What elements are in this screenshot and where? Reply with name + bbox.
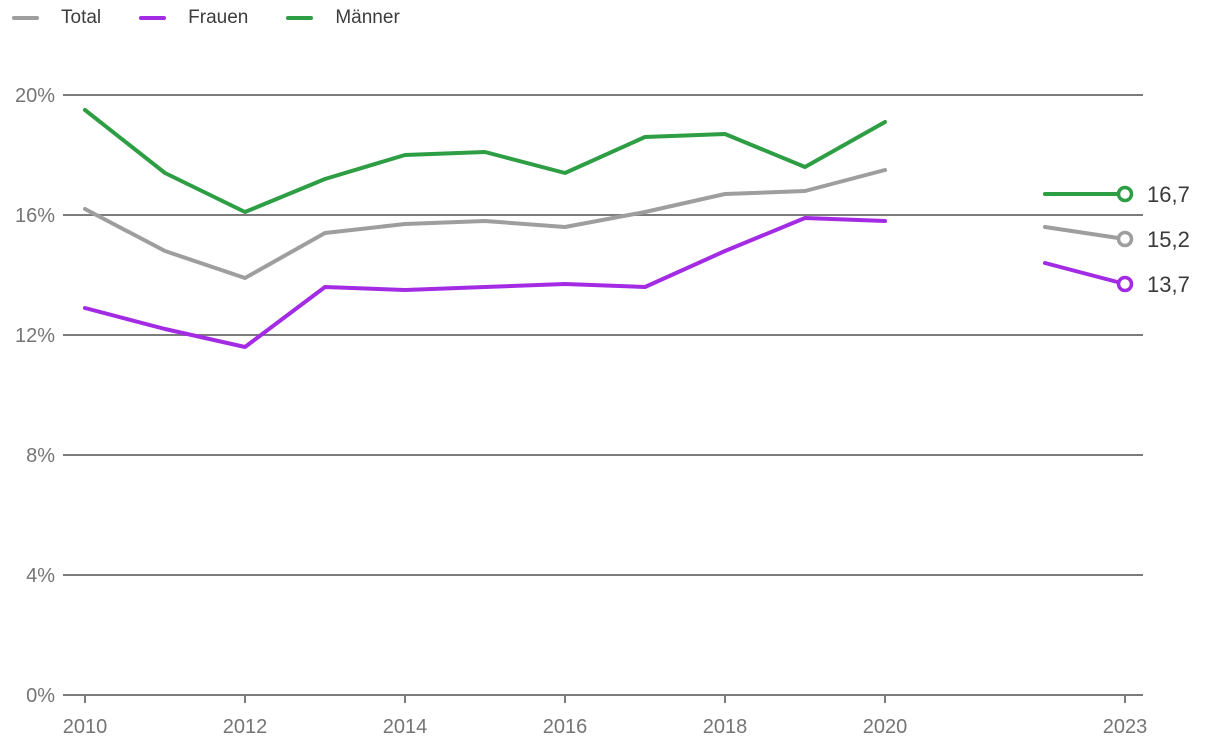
x-axis-tick-label: 2012	[223, 716, 268, 738]
legend-item-maenner[interactable]: Männer	[286, 6, 400, 30]
legend-swatch-frauen-icon	[139, 15, 167, 21]
series-line-frauen	[83, 216, 887, 349]
y-axis-tick-label: 20%	[15, 85, 55, 107]
x-axis-tick-label: 2010	[63, 716, 108, 738]
series-line-total	[83, 168, 887, 280]
end-value-label-maenner: 16,7	[1147, 182, 1190, 207]
end-value-label-total: 15,2	[1147, 227, 1190, 252]
x-axis-tick-label: 2023	[1103, 716, 1148, 738]
legend-swatch-total-icon	[12, 15, 39, 21]
x-axis-tick-label: 2020	[863, 716, 908, 738]
series-line-total	[1043, 225, 1127, 241]
chart-legend: Total Frauen Männer	[12, 6, 400, 30]
legend-label-total: Total	[61, 7, 102, 28]
y-axis-tick-label: 4%	[26, 565, 55, 587]
legend-item-frauen[interactable]: Frauen	[139, 6, 248, 30]
y-axis-tick-label: 16%	[15, 205, 55, 227]
legend-swatch-maenner-icon	[286, 15, 314, 21]
y-axis-tick-label: 8%	[26, 445, 55, 467]
legend-label-frauen: Frauen	[188, 7, 249, 28]
series-line-frauen	[1043, 261, 1127, 286]
y-axis-tick-label: 12%	[15, 325, 55, 347]
x-axis-tick-label: 2018	[703, 716, 748, 738]
x-axis-tick-label: 2014	[383, 716, 428, 738]
end-marker-total-icon	[1116, 230, 1134, 248]
x-axis-tick-label: 2016	[543, 716, 588, 738]
end-value-label-frauen: 13,7	[1147, 272, 1190, 297]
end-marker-frauen-icon	[1116, 275, 1134, 293]
series-line-maenner	[83, 108, 887, 214]
legend-item-total[interactable]: Total	[12, 6, 101, 30]
y-axis-tick-label: 0%	[26, 685, 55, 707]
legend-label-maenner: Männer	[335, 7, 400, 28]
end-marker-maenner-icon	[1116, 185, 1134, 203]
